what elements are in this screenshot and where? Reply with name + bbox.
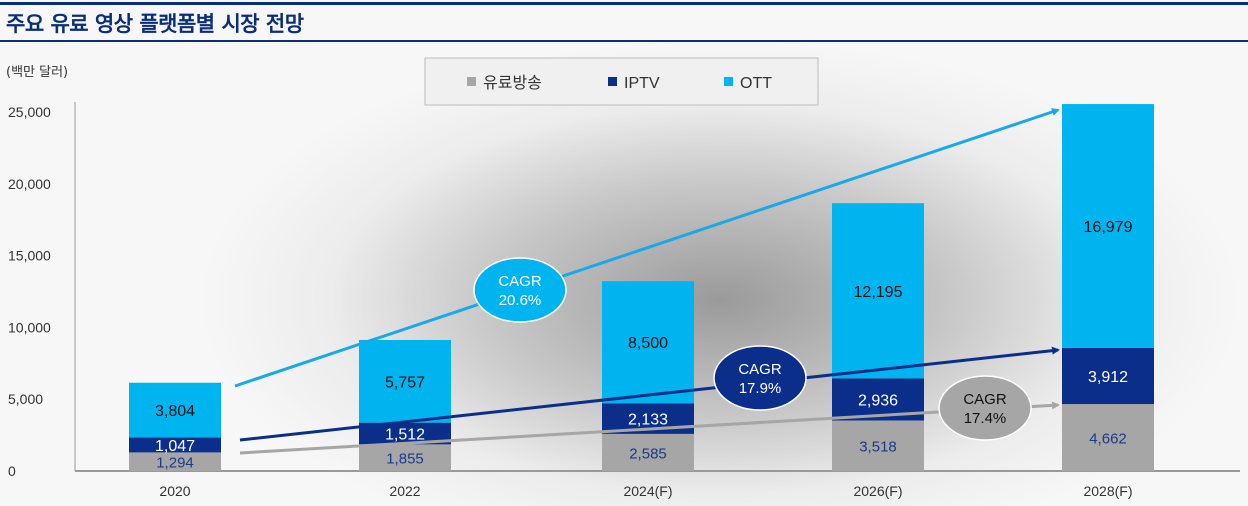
x-tick-label: 2028(F) — [1083, 483, 1132, 499]
cagr-label: CAGR — [963, 391, 1007, 408]
bar-ott — [832, 203, 924, 379]
title-rule — [0, 40, 1248, 42]
data-label: 1,294 — [156, 455, 194, 472]
y-tick-label: 25,000 — [8, 104, 51, 120]
y-tick-label: 5,000 — [8, 391, 43, 407]
cagr-value: 17.9% — [739, 380, 782, 397]
x-tick-label: 2022 — [389, 483, 420, 499]
legend-label: 유료방송 — [483, 74, 542, 92]
data-label: 3,804 — [155, 403, 195, 420]
y-axis-unit: (백만 달러) — [6, 65, 69, 80]
data-label: 12,195 — [854, 284, 903, 301]
bar-paytv — [129, 452, 221, 471]
legend-label: OTT — [740, 75, 772, 92]
data-label: 2,585 — [629, 445, 667, 462]
y-tick-label: 20,000 — [8, 176, 51, 192]
data-label: 4,662 — [1089, 431, 1127, 448]
y-tick-label: 10,000 — [8, 319, 51, 335]
data-label: 5,757 — [385, 374, 425, 391]
cagr-bubble — [713, 345, 807, 411]
bar-ott — [359, 339, 451, 423]
legend-swatch — [608, 77, 617, 86]
bar-iptv — [1062, 347, 1154, 405]
legend-box — [424, 57, 819, 106]
bar-ott — [602, 281, 694, 404]
data-label: 3,912 — [1088, 369, 1128, 386]
bar-ott — [129, 382, 221, 438]
legend-swatch — [724, 77, 733, 86]
cagr-label: CAGR — [498, 273, 542, 290]
cagr-trend-arrow — [234, 108, 1060, 388]
data-label: 2,133 — [628, 412, 668, 429]
cagr-value: 17.4% — [964, 410, 1007, 427]
chart-title: 주요 유료 영상 플랫폼별 시장 전망 — [6, 12, 304, 36]
y-tick-label: 0 — [8, 463, 16, 479]
bar-paytv — [359, 444, 451, 471]
bar-paytv — [1062, 404, 1154, 471]
cagr-bubble — [938, 375, 1032, 441]
data-label: 16,979 — [1084, 219, 1133, 236]
x-tick-label: 2020 — [159, 483, 190, 499]
data-label: 1,512 — [385, 427, 425, 444]
legend-swatch — [467, 77, 476, 86]
cagr-value: 20.6% — [499, 292, 542, 309]
bar-paytv — [602, 433, 694, 471]
bar-paytv — [832, 420, 924, 471]
data-label: 2,936 — [858, 392, 898, 409]
cagr-label: CAGR — [738, 361, 782, 378]
data-label: 1,047 — [155, 438, 195, 455]
x-tick-label: 2024(F) — [623, 483, 672, 499]
data-label: 3,518 — [859, 439, 897, 456]
bar-iptv — [359, 422, 451, 445]
cagr-trend-arrow — [239, 346, 1060, 442]
bar-iptv — [129, 437, 221, 453]
data-label: 8,500 — [628, 335, 668, 352]
data-label: 1,855 — [386, 451, 424, 468]
legend-label: IPTV — [624, 75, 660, 92]
top-rule — [0, 2, 1248, 5]
x-tick-label: 2026(F) — [853, 483, 902, 499]
cagr-trend-arrow — [239, 401, 1060, 455]
y-tick-label: 15,000 — [8, 248, 51, 264]
cagr-bubble — [473, 257, 567, 323]
bar-ott — [1062, 104, 1154, 348]
